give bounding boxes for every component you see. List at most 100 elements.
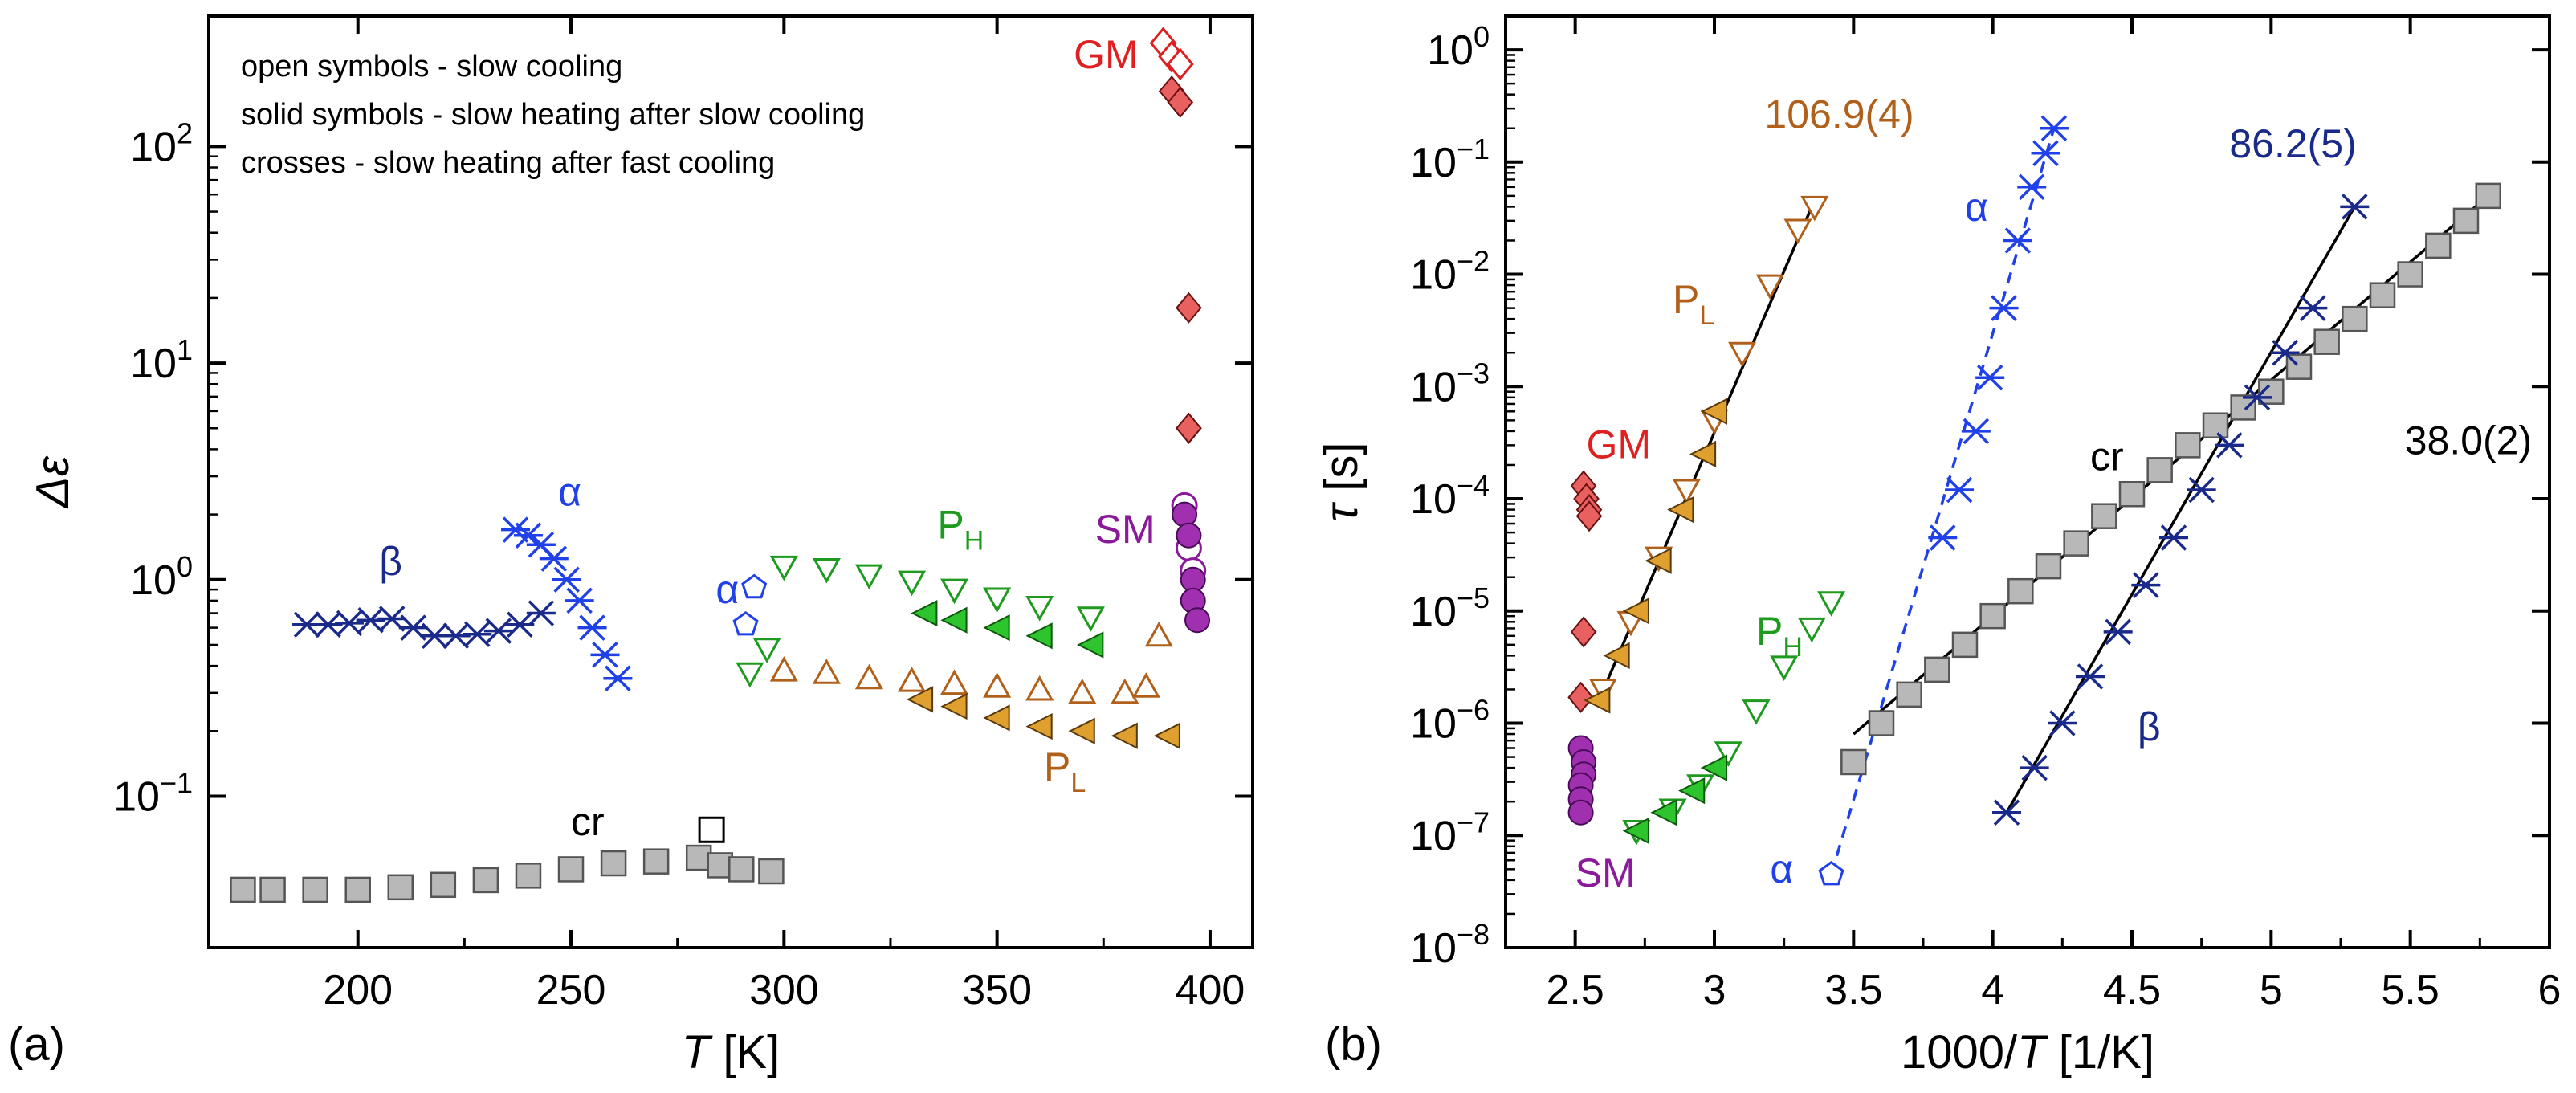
panel-b-point-alpha	[1818, 860, 1844, 886]
panel-a-x-tick-label: 300	[749, 967, 819, 1013]
panel-a-point-alpha	[741, 573, 768, 599]
panel-b-point-PL	[1755, 274, 1784, 300]
panel-a-point-PL	[940, 669, 969, 695]
panel-b-point-cr	[2146, 457, 2173, 483]
panel-a-point-PL	[1068, 678, 1097, 704]
panel-a-point-PL	[854, 663, 883, 690]
panel-a-point-alpha	[565, 587, 594, 614]
panel-a-point-GM	[1176, 412, 1202, 444]
panel-b-point-beta	[2187, 476, 2216, 504]
panel-a-point-SM	[1184, 607, 1211, 634]
panel-b-x-axis-title: 1000/T [1/K]	[1901, 1026, 2154, 1079]
panel-a-point-beta	[356, 607, 385, 634]
panel-b-point-PL	[1700, 398, 1727, 425]
panel-a-series-label-alpha: α	[715, 567, 739, 612]
panel-b-series-label-GM: GM	[1587, 422, 1652, 467]
panel-b-series-label-SM: SM	[1575, 850, 1636, 895]
panel-b-point-cr	[2230, 394, 2256, 421]
panel-a-marks: cr β α α PH PL GM SM	[230, 27, 1211, 903]
panel-b-point-PL	[1672, 479, 1701, 505]
panel-a-legend-entry-1: open symbols - slow cooling	[241, 50, 622, 84]
panel-a-series-label-alpha: α	[558, 469, 581, 514]
panel-b-point-PL	[1800, 195, 1829, 222]
panel-b-series-label-cr: 38.0(2)	[2405, 418, 2532, 463]
panel-b-point-beta	[2340, 194, 2370, 220]
panel-b-point-beta	[2103, 618, 2133, 646]
panel-a-point-GM	[1176, 292, 1202, 324]
panel-b-series-label-beta: β	[2138, 704, 2161, 749]
panel-b-y-tick-label: 10−7	[1410, 805, 1490, 859]
panel-a-point-PL	[1025, 675, 1054, 701]
panel-b-y-axis-title: τ [s]	[1315, 442, 1367, 521]
panel-a-point-PH	[812, 558, 841, 584]
panel-b-point-PL	[1622, 597, 1649, 625]
panel-a-point-PL	[1131, 672, 1160, 698]
panel-b-point-PL	[1645, 547, 1672, 574]
panel-b-point-cr	[2007, 577, 2034, 605]
panel-a-point-GM	[1167, 86, 1194, 118]
panel-a-point-PH	[1077, 631, 1104, 659]
panel-b-y-tick-label: 100	[1427, 20, 1490, 74]
panel-a-legend-entry-3: crosses - slow heating after fast coolin…	[241, 146, 775, 180]
panel-b-x-tick-label: 5	[2260, 967, 2283, 1013]
panel-b-point-cr	[1868, 710, 1895, 736]
panel-a-point-cr	[259, 876, 286, 903]
panel-b-point-PH	[1714, 741, 1742, 767]
panel-a-point-PH	[1076, 606, 1105, 632]
panel-b-point-beta	[1992, 799, 2021, 826]
panel-a-point-alpha	[552, 566, 581, 593]
panel-b-point-PL	[1603, 642, 1630, 670]
panel-a-ticks: 200 250 300 350 400 10−1 100 101 102	[113, 16, 1253, 1013]
panel-b-point-cr	[2397, 261, 2423, 288]
panel-a-point-PH	[736, 662, 764, 688]
panel-a-point-PH	[897, 570, 927, 597]
panel-a-series-label-PL: PL	[1044, 744, 1086, 798]
panel-b-point-cr	[2091, 503, 2117, 529]
panel-a-point-PL	[1111, 722, 1138, 749]
panel-b-point-SM	[1567, 799, 1594, 826]
panel-b-fit-line-alpha	[1829, 128, 2056, 875]
panel-a-point-PH	[769, 555, 798, 581]
panel-b-point-alpha	[2017, 173, 2047, 201]
panel-b-series-label-beta: 86.2(5)	[2229, 121, 2356, 166]
panel-a-point-PL	[769, 656, 798, 682]
panel-a-point-PL	[1144, 621, 1173, 647]
panel-a-point-PH	[983, 614, 1010, 642]
panel-a-point-cr	[230, 876, 256, 903]
panel-a-point-PL	[1025, 712, 1053, 740]
panel-b-ticks: 2.5 3 3.5 4 4.5 5 5.5 6 10−8 10−7 10−6 10−5 10−4 10−3…	[1410, 16, 2561, 1013]
panel-b-point-cr	[1979, 602, 2006, 630]
panel-a-point-PH	[1025, 595, 1054, 622]
panel-b-point-PH	[1650, 799, 1677, 826]
panel-b-point-PH	[1742, 699, 1771, 725]
panel-b-point-beta	[2270, 339, 2300, 366]
panel-b-point-beta	[2243, 384, 2272, 411]
panel-b-point-PL	[1667, 496, 1694, 524]
panel-a-point-alpha	[539, 545, 569, 572]
panel-a-point-PH	[752, 638, 781, 663]
panel-a-y-tick-label: 102	[130, 116, 193, 170]
panel-b-point-cr	[2202, 412, 2229, 439]
panel-b-point-cr	[2452, 207, 2480, 235]
panel-b-y-tick-label: 10−2	[1410, 245, 1490, 299]
panel-a-x-tick-label: 250	[536, 967, 606, 1013]
panel-b-point-PH	[1770, 655, 1799, 682]
panel-a-chart: 200 250 300 350 400 10−1 100 101 102 cr β α α PH PL GM…	[8, 14, 1254, 1079]
panel-a-point-GM	[1166, 47, 1194, 81]
panel-a-point-PL	[1153, 722, 1180, 749]
panel-b-point-alpha	[1975, 364, 2005, 391]
panel-a-y-tick-label: 100	[130, 550, 193, 604]
panel-a-plot-frame	[207, 14, 1254, 949]
panel-a-point-PH	[983, 587, 1012, 614]
panel-a-point-cr	[685, 844, 712, 871]
panel-b-series-label-PH: PH	[1756, 609, 1803, 663]
panel-b-label: (b)	[1325, 1018, 1382, 1071]
panel-b-x-tick-label: 4	[1981, 967, 2004, 1013]
panel-a-point-cr	[302, 876, 328, 903]
panel-a-point-beta	[335, 610, 365, 637]
panel-b-y-tick-label: 10−3	[1410, 357, 1490, 410]
panel-a-point-alpha	[603, 665, 633, 691]
panel-a-point-PL	[1068, 717, 1095, 744]
panel-b-point-alpha	[2039, 115, 2069, 141]
panel-b-y-tick-label: 10−1	[1410, 133, 1490, 186]
